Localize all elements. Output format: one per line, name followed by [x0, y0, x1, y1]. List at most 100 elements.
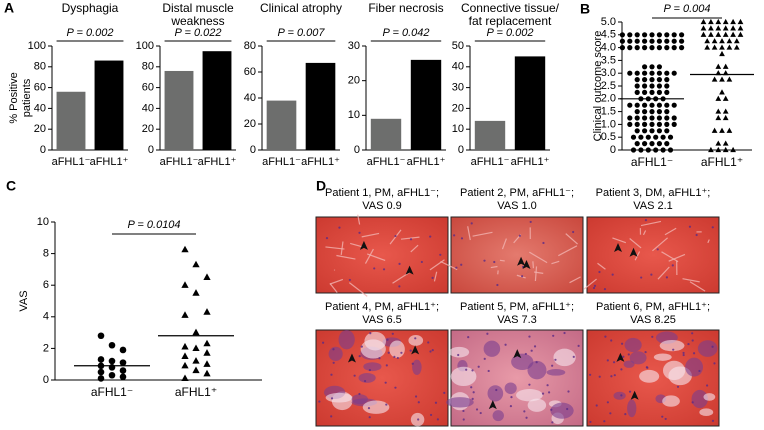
nucleus — [368, 416, 371, 419]
data-point — [660, 134, 666, 140]
nucleus — [530, 349, 533, 352]
data-point — [649, 141, 655, 147]
data-point — [730, 31, 736, 37]
nucleus — [457, 353, 460, 357]
image-caption: VAS 8.25 — [630, 314, 676, 326]
nucleus — [483, 259, 486, 262]
data-point — [642, 121, 648, 127]
data-point — [656, 45, 663, 51]
nucleus — [471, 369, 474, 372]
data-point — [649, 102, 655, 108]
y-tick-label: 60 — [34, 82, 46, 94]
nucleus — [417, 401, 420, 404]
nucleus — [391, 332, 394, 335]
data-point — [715, 18, 722, 25]
image-caption: Patient 6, PM, aFHL1⁺; — [596, 301, 710, 313]
y-tick-label: 6 — [43, 279, 49, 291]
nucleus — [688, 225, 692, 228]
chart-title: Connective tissue/ — [461, 1, 560, 15]
nucleus — [541, 392, 545, 395]
nucleus — [620, 394, 623, 397]
tissue-feature — [328, 346, 343, 362]
nucleus — [551, 421, 554, 424]
y-tick-label: 1.5 — [601, 106, 616, 118]
nucleus — [434, 401, 438, 404]
data-point — [627, 70, 633, 76]
tissue-feature — [483, 340, 501, 357]
data-point — [642, 89, 648, 95]
fiber-border — [551, 260, 560, 265]
fiber-border — [400, 236, 420, 240]
nucleus — [394, 386, 397, 389]
nucleus — [656, 248, 659, 251]
nucleus — [713, 362, 716, 365]
tissue-feature — [623, 360, 635, 368]
panel-label: C — [6, 178, 16, 194]
tissue-feature — [662, 360, 686, 381]
nucleus — [496, 283, 499, 287]
arrowhead — [630, 390, 639, 400]
nucleus — [606, 359, 609, 362]
nucleus — [393, 355, 396, 358]
y-tick-label: 0 — [148, 144, 154, 156]
data-point — [642, 83, 648, 89]
nucleus — [664, 417, 667, 421]
bar — [56, 91, 86, 150]
fiber-border — [329, 283, 338, 293]
data-point — [667, 134, 674, 140]
nucleus — [385, 364, 388, 367]
data-point — [649, 64, 655, 70]
nucleus — [645, 366, 648, 369]
data-point — [649, 77, 655, 83]
chart-title: Fiber necrosis — [368, 1, 443, 15]
tissue-feature — [629, 351, 647, 365]
histology-image — [450, 216, 584, 294]
data-point — [619, 45, 626, 51]
chart-title: fat replacement — [469, 14, 552, 28]
nucleus — [550, 408, 553, 411]
data-point — [671, 115, 677, 121]
nucleus — [386, 338, 389, 341]
nucleus — [487, 369, 490, 373]
nucleus — [692, 352, 696, 355]
nucleus — [518, 234, 521, 237]
data-point — [181, 352, 189, 359]
data-point — [642, 141, 648, 147]
chart-title: Dysphagia — [62, 1, 119, 15]
arrowhead — [614, 243, 623, 253]
nucleus — [427, 341, 430, 344]
nucleus — [650, 273, 653, 276]
nucleus — [613, 374, 616, 377]
y-tick-label: 30 — [348, 40, 360, 52]
data-point — [203, 369, 211, 377]
tissue-feature — [450, 366, 477, 387]
nucleus — [566, 407, 569, 411]
data-point — [649, 121, 655, 127]
bar — [514, 56, 546, 150]
tissue-feature — [338, 329, 355, 350]
bar — [164, 70, 194, 150]
data-point — [627, 102, 633, 108]
data-point — [667, 147, 674, 153]
nucleus — [382, 268, 386, 271]
data-point — [627, 45, 633, 51]
nucleus — [470, 386, 473, 389]
nucleus — [471, 397, 474, 400]
tissue-feature — [691, 389, 708, 409]
nucleus — [577, 344, 580, 347]
data-point — [660, 147, 666, 153]
p-value: P = 0.004 — [664, 3, 711, 15]
data-point — [649, 45, 655, 51]
nucleus — [348, 278, 351, 282]
data-point — [656, 102, 663, 108]
x-tick-label: aFHL1⁺ — [701, 155, 743, 169]
data-point — [715, 140, 722, 146]
y-tick-label: 80 — [34, 61, 46, 73]
tissue-feature — [624, 337, 642, 353]
nucleus — [358, 392, 361, 396]
arrowhead — [517, 256, 526, 266]
nucleus — [429, 350, 432, 353]
nucleus — [603, 420, 606, 423]
nucleus — [330, 415, 333, 418]
